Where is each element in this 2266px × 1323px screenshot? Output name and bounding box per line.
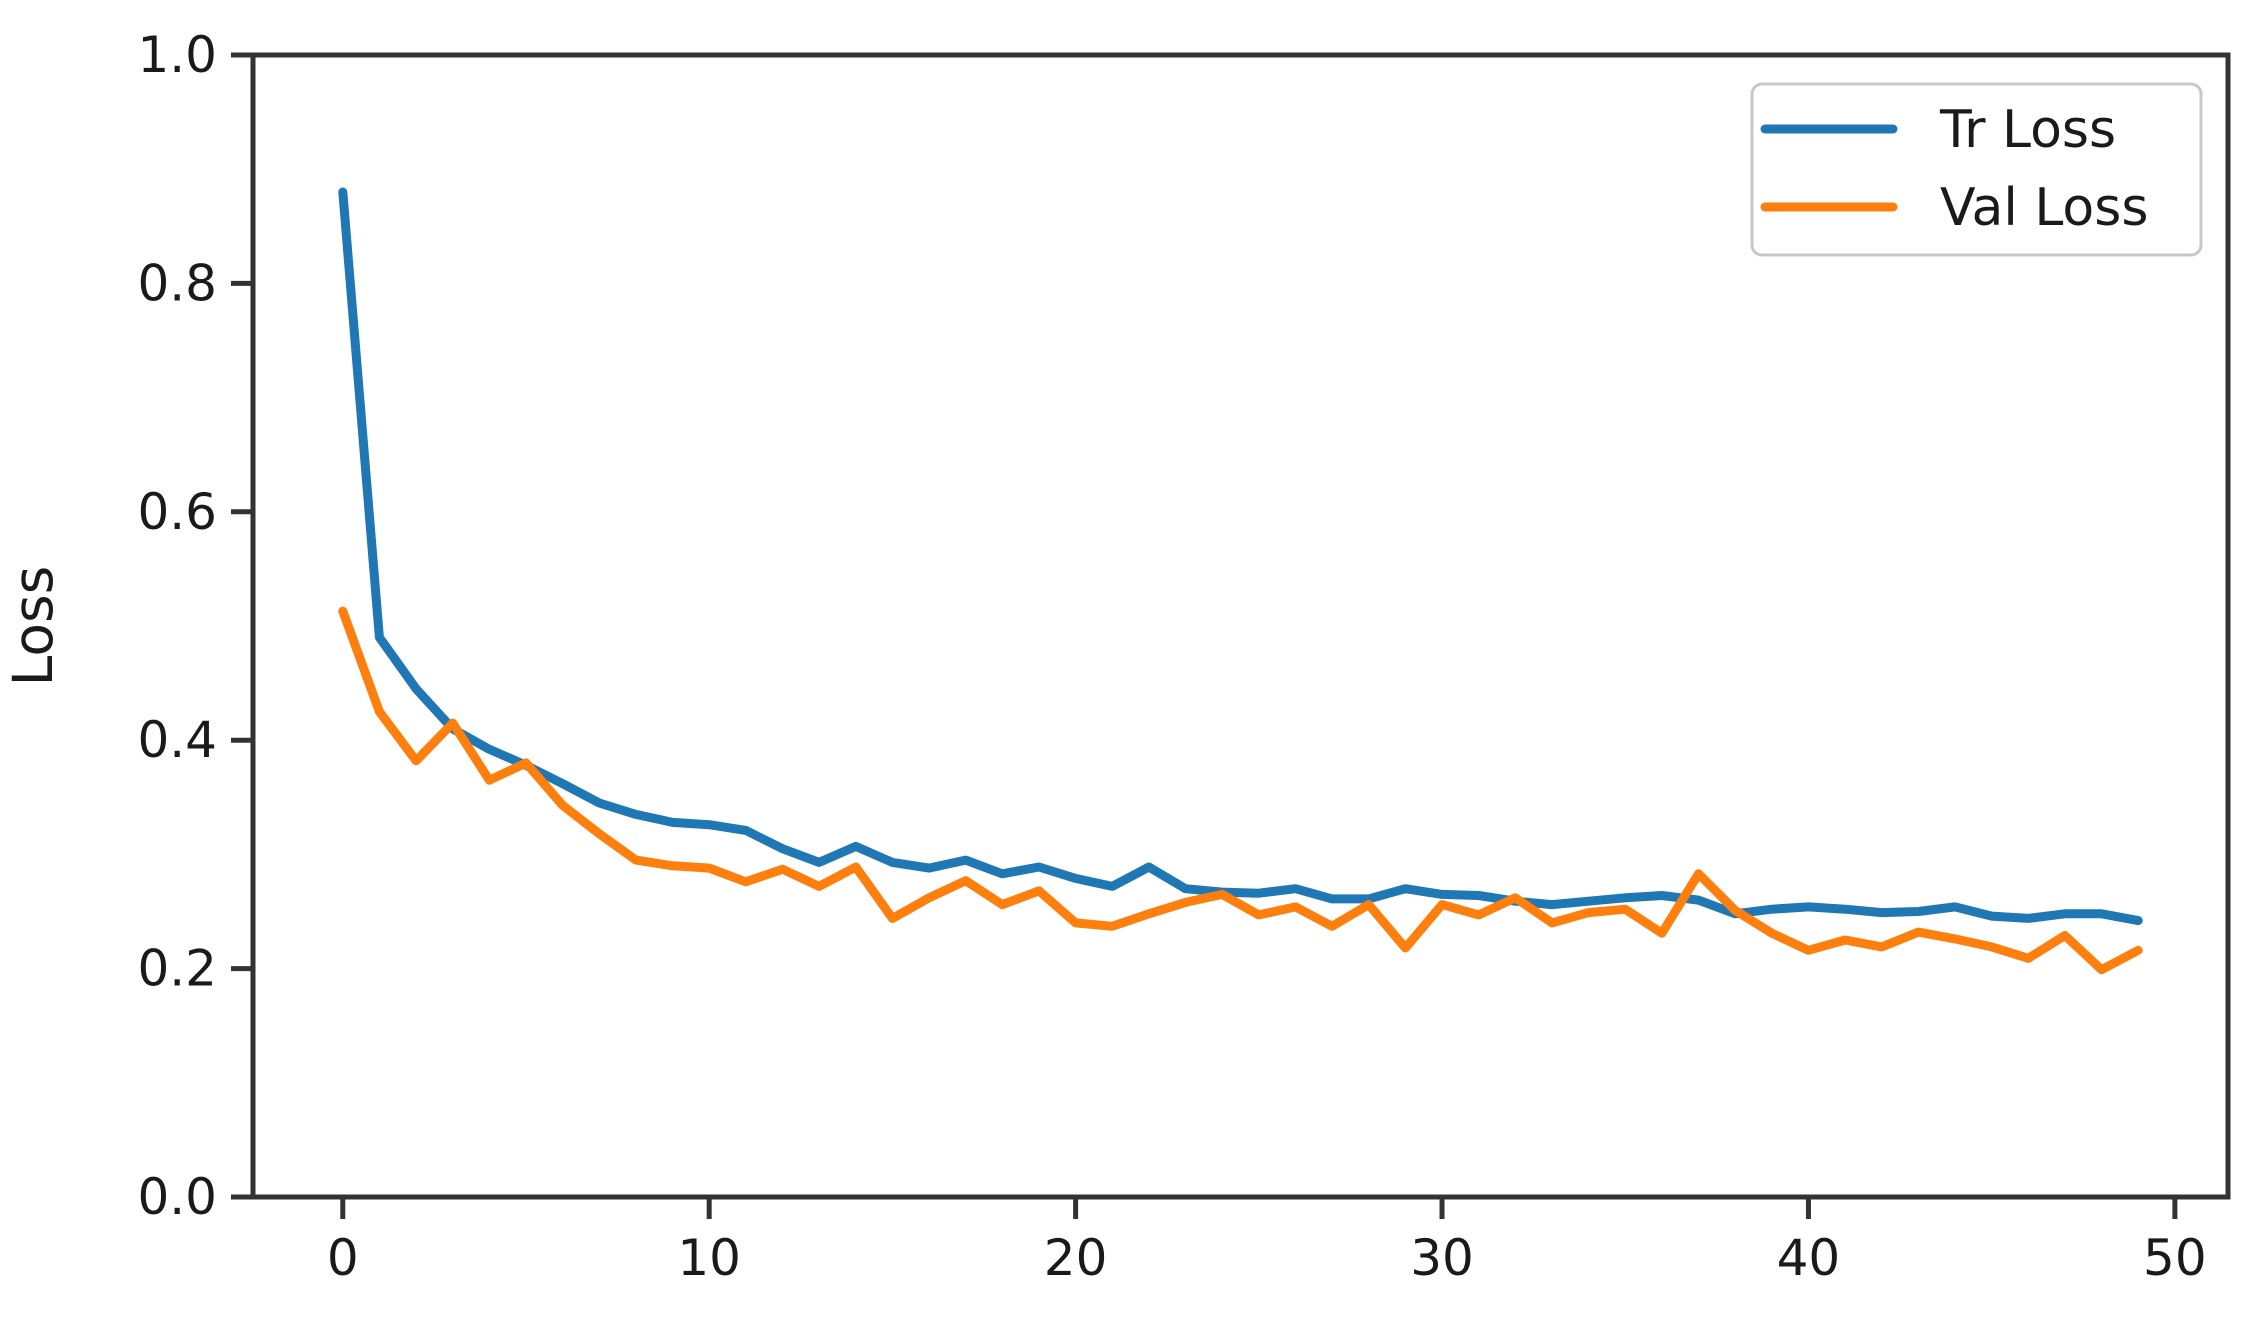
y-axis: 0.0 0.2 0.4 0.6 0.8 1.0 <box>137 26 253 1226</box>
x-tick-label: 20 <box>1044 1229 1108 1287</box>
y-tick-label: 0.2 <box>137 940 217 998</box>
plot-area <box>250 52 2231 1200</box>
x-tick-label: 50 <box>2143 1229 2207 1287</box>
legend-label: Val Loss <box>1940 178 2148 238</box>
y-tick-label: 1.0 <box>137 26 217 84</box>
series-lines <box>338 187 2143 975</box>
tr-loss-line <box>338 187 2143 926</box>
legend: Tr Loss Val Loss <box>1750 82 2203 257</box>
y-axis-title: Loss <box>1 566 65 687</box>
x-tick-label: 0 <box>327 1229 359 1287</box>
x-tick-label: 40 <box>1777 1229 1841 1287</box>
y-tick-label: 0.6 <box>137 483 217 541</box>
x-axis: 0 10 20 30 40 50 <box>327 1197 2207 1287</box>
x-tick-label: 30 <box>1410 1229 1474 1287</box>
x-tick-label: 10 <box>677 1229 741 1287</box>
axes-frame <box>250 52 2231 1200</box>
y-tick-label: 0.0 <box>137 1168 217 1226</box>
val-loss-line <box>338 606 2143 975</box>
legend-label: Tr Loss <box>1939 100 2116 160</box>
y-tick-label: 0.4 <box>137 711 217 769</box>
y-tick-label: 0.8 <box>137 254 217 312</box>
